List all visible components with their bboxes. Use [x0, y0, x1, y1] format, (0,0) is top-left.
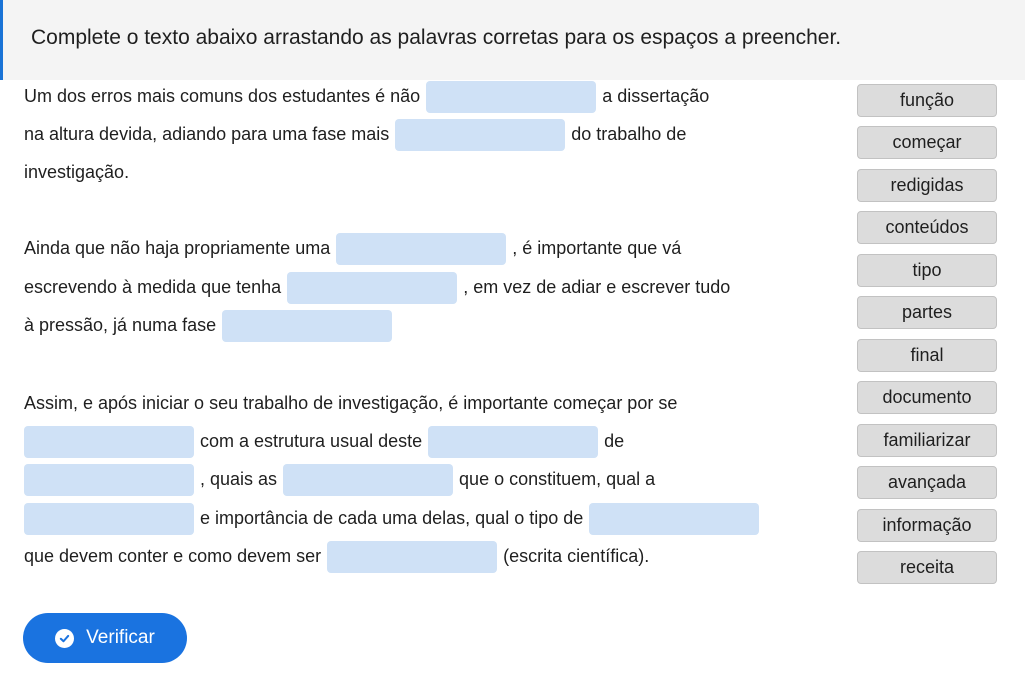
instruction-header: Complete o texto abaixo arrastando as pa…: [0, 0, 1025, 80]
text-segment: com a estrutura usual deste: [200, 431, 423, 451]
drop-zone-5[interactable]: [222, 310, 393, 343]
text-segment: na altura devida, adiando para uma fase …: [24, 124, 390, 144]
text-segment: de: [604, 431, 625, 451]
text-line: que devem conter e como devem ser (escrit…: [24, 540, 650, 574]
text-line: na altura devida, adiando para uma fase …: [24, 118, 687, 152]
word-chip[interactable]: função: [857, 84, 997, 117]
text-segment: Assim, e após iniciar o seu trabalho de …: [24, 393, 678, 413]
word-chip[interactable]: final: [857, 339, 997, 372]
text-line: com a estrutura usual deste de: [24, 425, 625, 459]
text-segment: (escrita científica).: [503, 546, 650, 566]
text-segment: Um dos erros mais comuns dos estudantes …: [24, 86, 421, 106]
text-line: , quais as que o constituem, qual a: [24, 463, 656, 497]
drop-zone-9[interactable]: [283, 464, 454, 497]
word-chip[interactable]: avançada: [857, 466, 997, 499]
drop-zone-4[interactable]: [287, 272, 458, 305]
drop-zone-6[interactable]: [24, 426, 194, 459]
text-segment: do trabalho de: [571, 124, 687, 144]
text-segment: a dissertação: [602, 86, 710, 106]
text-segment: , em vez de adiar e escrever tudo: [463, 277, 731, 297]
text-segment: , quais as: [200, 469, 278, 489]
text-segment: investigação.: [24, 162, 130, 182]
text-line: à pressão, já numa fase: [24, 309, 398, 343]
word-chip[interactable]: receita: [857, 551, 997, 584]
drop-zone-11[interactable]: [589, 503, 760, 536]
drop-zone-12[interactable]: [327, 541, 498, 574]
drop-zone-10[interactable]: [24, 503, 194, 536]
text-segment: à pressão, já numa fase: [24, 315, 217, 335]
text-line: escrevendo à medida que tenha , em vez de…: [24, 271, 731, 305]
instruction-title: Complete o texto abaixo arrastando as pa…: [31, 26, 842, 49]
text-line: e importância de cada uma delas, qual o …: [24, 502, 765, 536]
text-line: Assim, e após iniciar o seu trabalho de …: [24, 387, 677, 419]
text-segment: escrevendo à medida que tenha: [24, 277, 282, 297]
word-chip[interactable]: familiarizar: [857, 424, 997, 457]
text-line: Um dos erros mais comuns dos estudantes …: [24, 80, 710, 114]
word-chip[interactable]: conteúdos: [857, 211, 997, 244]
check-circle-icon: [55, 628, 75, 648]
verify-button[interactable]: Verificar: [23, 613, 187, 663]
text-segment: que o constituem, qual a: [459, 469, 656, 489]
drop-zone-2[interactable]: [395, 119, 566, 152]
drop-zone-3[interactable]: [336, 233, 507, 266]
text-segment: Ainda que não haja propriamente uma: [24, 238, 331, 258]
text-line: investigação.: [24, 156, 129, 188]
word-chip[interactable]: partes: [857, 296, 997, 329]
text-segment: que devem conter e como devem ser: [24, 546, 322, 566]
drop-zone-7[interactable]: [428, 426, 599, 459]
verify-button-label: Verificar: [86, 627, 155, 648]
drop-zone-1[interactable]: [426, 81, 597, 114]
text-segment: e importância de cada uma delas, qual o …: [200, 508, 584, 528]
word-chip[interactable]: documento: [857, 381, 997, 414]
text-segment: , é importante que vá: [512, 238, 682, 258]
text-line: Ainda que não haja propriamente uma , é i…: [24, 232, 682, 266]
word-chip[interactable]: tipo: [857, 254, 997, 287]
word-chip[interactable]: começar: [857, 126, 997, 159]
word-chip[interactable]: redigidas: [857, 169, 997, 202]
word-chip[interactable]: informação: [857, 509, 997, 542]
drop-zone-8[interactable]: [24, 464, 194, 497]
